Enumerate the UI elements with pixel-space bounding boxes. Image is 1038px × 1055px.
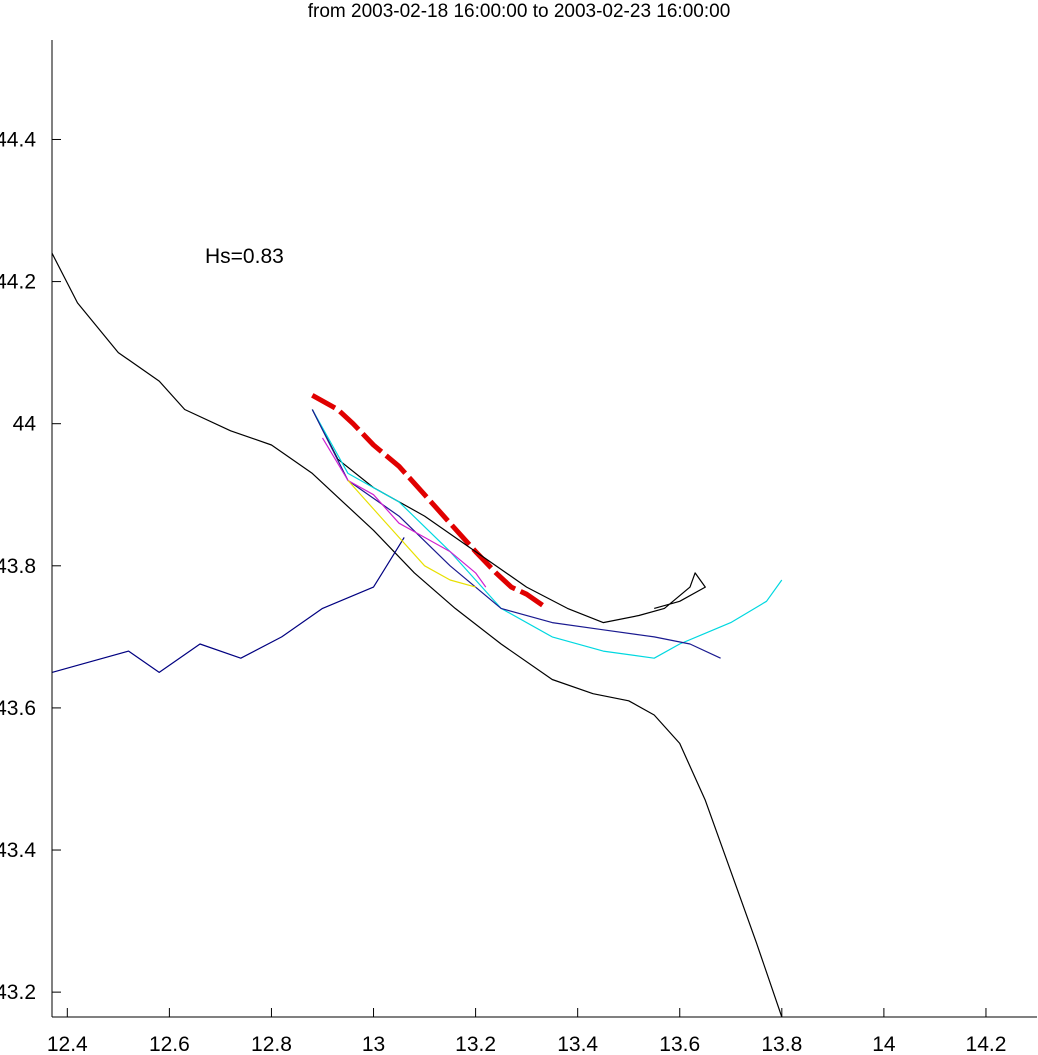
x-tick-label: 14 <box>872 1033 896 1055</box>
x-tick-label: 13.4 <box>557 1033 598 1055</box>
coastline-line <box>52 253 782 1017</box>
river-line <box>52 537 404 672</box>
x-tick-label: 13.2 <box>455 1033 496 1055</box>
x-tick-label: 14.2 <box>966 1033 1007 1055</box>
x-tick-label: 12.4 <box>47 1033 88 1055</box>
y-tick-label: 43.8 <box>0 555 36 578</box>
y-tick-label: 44.4 <box>0 128 36 151</box>
y-tick-label: 43.2 <box>0 981 36 1004</box>
x-tick-label: 13.6 <box>659 1033 700 1055</box>
x-tick-label: 13.8 <box>761 1033 802 1055</box>
track-layer <box>52 253 782 1017</box>
axes: 12.4 12.6 12.8 13 13.2 13.4 13.6 13.8 14 14.2 44.4… <box>0 40 1037 1055</box>
y-tick-label: 43.6 <box>0 697 36 720</box>
y-tick-label: 43.4 <box>0 839 36 862</box>
x-tick-label: 12.6 <box>149 1033 190 1055</box>
y-tick-label: 44.2 <box>0 271 36 294</box>
y-tick-label: 44 <box>13 413 37 436</box>
x-tick-label: 12.8 <box>251 1033 292 1055</box>
hs-annotation: Hs=0.83 <box>205 245 284 268</box>
x-tick-label: 13 <box>362 1033 385 1055</box>
